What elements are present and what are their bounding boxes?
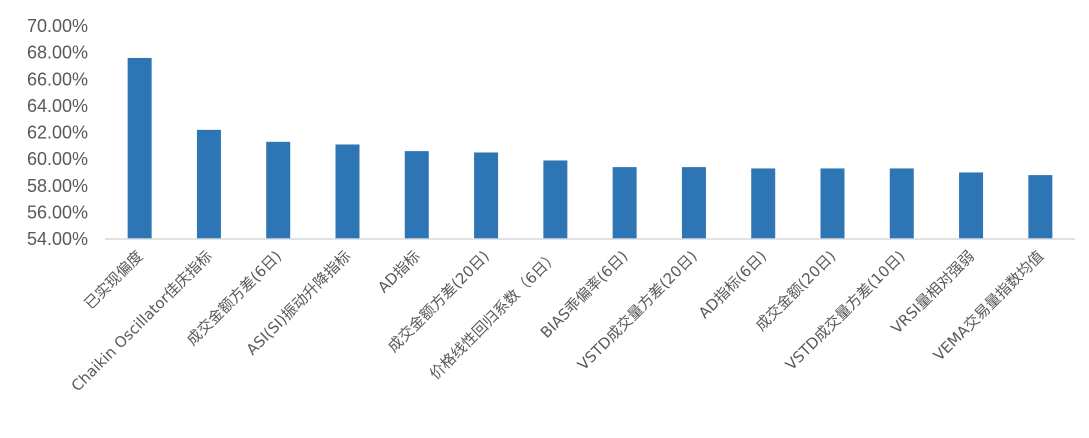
bar: [196, 129, 221, 239]
x-category-label: AD指标: [374, 247, 423, 296]
bar: [1028, 175, 1053, 239]
y-tick-label: 66.00%: [27, 69, 88, 89]
bar: [612, 167, 637, 239]
bar: [335, 144, 360, 239]
bar: [820, 168, 845, 239]
x-category-label: VSTD成交量方差(20日): [574, 247, 701, 374]
y-tick-label: 68.00%: [27, 43, 88, 63]
bar: [959, 172, 984, 239]
x-category-label: Chaikin Oscillator佳庆指标: [68, 247, 216, 395]
y-tick-label: 64.00%: [27, 96, 88, 116]
x-category-label: 价格线性回归系数（6日）: [426, 247, 562, 383]
bar: [127, 57, 152, 240]
bar: [889, 168, 914, 239]
x-category-label: AD指标(6日): [695, 247, 770, 322]
bar: [266, 141, 291, 239]
y-tick-label: 54.00%: [27, 229, 88, 249]
y-tick-label: 56.00%: [27, 202, 88, 222]
x-category-label: VSTD成交量方差(10日): [782, 247, 909, 374]
bar: [543, 160, 568, 239]
y-tick-label: 60.00%: [27, 149, 88, 169]
bar: [681, 167, 706, 239]
bar: [474, 152, 499, 239]
bars: [127, 57, 1053, 240]
bar: [404, 151, 429, 239]
x-category-label: 已实现偏度: [81, 247, 147, 313]
bar: [751, 168, 776, 239]
y-tick-label: 62.00%: [27, 123, 88, 143]
y-tick-label: 70.00%: [27, 16, 88, 36]
y-tick-label: 58.00%: [27, 176, 88, 196]
y-axis-ticks: 54.00% 56.00% 58.00% 60.00% 62.00% 64.00% 66.0…: [27, 16, 88, 249]
